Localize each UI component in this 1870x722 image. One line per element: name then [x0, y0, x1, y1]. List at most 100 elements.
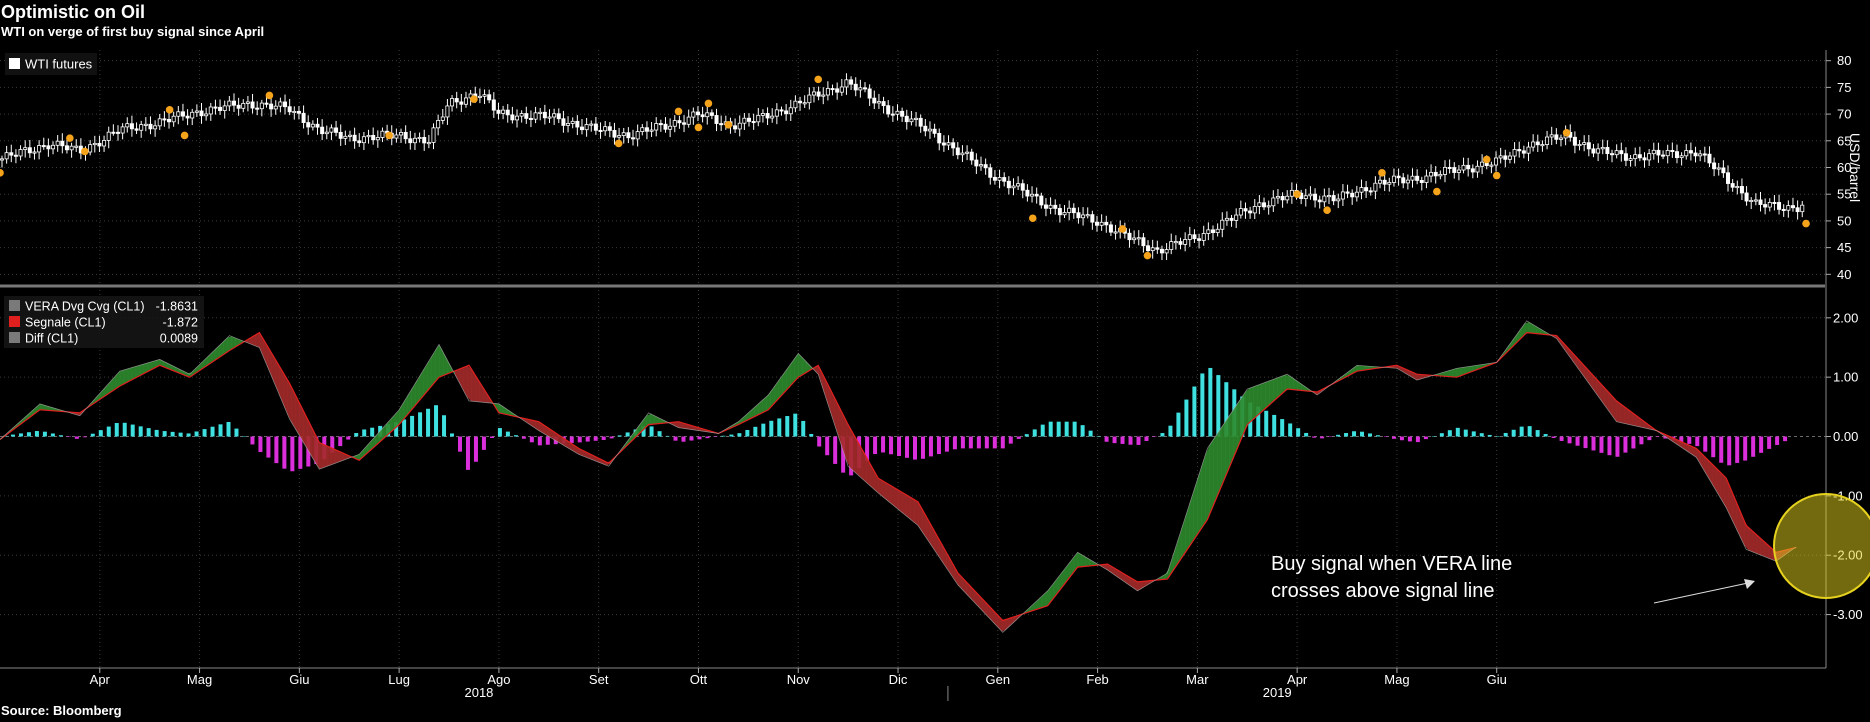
- histogram-bar-negative: [1383, 436, 1388, 438]
- signal-dot: [1433, 187, 1441, 196]
- vera-fill-segment: [1668, 435, 1673, 442]
- y-tick-label: 40: [1837, 267, 1851, 282]
- candle-body: [1322, 195, 1327, 203]
- vera-fill-segment: [1129, 577, 1134, 589]
- vera-fill-segment: [1644, 421, 1649, 429]
- vera-fill-segment: [1197, 467, 1202, 535]
- candle-body: [1656, 149, 1661, 156]
- candle-body: [1540, 144, 1545, 147]
- candle-body: [204, 113, 209, 117]
- histogram-bar-positive: [122, 422, 127, 437]
- vera-fill-segment: [1249, 386, 1254, 423]
- candle-body: [621, 132, 626, 136]
- candle-body: [403, 132, 408, 140]
- candle-body: [1712, 162, 1717, 170]
- candle-body: [1262, 202, 1267, 208]
- histogram-bar-negative: [1320, 436, 1325, 439]
- candle-body: [1438, 174, 1443, 177]
- price-legend-box: [5, 53, 97, 75]
- candle-body: [1016, 183, 1021, 187]
- vera-fill-segment: [1568, 348, 1573, 361]
- x-tick-label: Apr: [1287, 672, 1308, 687]
- vera-fill-segment: [223, 337, 228, 355]
- signal-dot: [165, 106, 174, 114]
- candle-body: [756, 114, 761, 123]
- histogram-bar-negative: [673, 436, 678, 441]
- candle-body: [1113, 231, 1118, 234]
- candle-body: [992, 176, 997, 181]
- vera-fill-segment: [439, 344, 444, 378]
- candle-body: [1391, 175, 1396, 183]
- candle-body: [357, 140, 362, 144]
- vera-fill-segment: [407, 390, 412, 416]
- candle-body: [1155, 247, 1160, 250]
- histogram-bar-positive: [729, 434, 734, 437]
- candle-body: [1081, 214, 1086, 219]
- candle-body: [1067, 207, 1072, 213]
- candle-body: [1684, 150, 1689, 157]
- histogram-bar-negative: [282, 436, 287, 469]
- vera-fill-segment: [1596, 379, 1601, 400]
- histogram-bar-positive: [769, 420, 774, 437]
- vera-fill-segment: [1620, 403, 1625, 424]
- candle-body: [171, 115, 176, 123]
- candle-body: [1336, 198, 1341, 202]
- histogram-bar-negative: [609, 436, 614, 439]
- histogram-bar-positive: [657, 431, 662, 437]
- histogram-bar-positive: [1352, 431, 1357, 437]
- candle-body: [737, 122, 742, 130]
- candle-body: [1749, 200, 1754, 203]
- histogram-bar-positive: [194, 431, 199, 437]
- signal-dot: [1378, 169, 1386, 177]
- candle-body: [1238, 208, 1243, 216]
- vera-fill-segment: [1396, 365, 1402, 371]
- histogram-bar-negative: [1735, 436, 1740, 463]
- histogram-bar-positive: [450, 433, 455, 437]
- histogram-bar-positive: [138, 426, 143, 437]
- histogram-bar-negative: [905, 436, 910, 458]
- candle-body: [784, 110, 789, 115]
- histogram-bar-positive: [505, 431, 510, 437]
- candle-body: [765, 113, 770, 119]
- histogram-bar-positive: [1519, 426, 1524, 437]
- histogram-bar-negative: [593, 436, 598, 441]
- candle-body: [607, 126, 612, 131]
- candle-body: [1735, 186, 1740, 189]
- candle-body: [37, 145, 42, 153]
- vera-fill-segment: [778, 375, 783, 399]
- candle-body: [1702, 153, 1707, 156]
- candle-body: [236, 104, 241, 109]
- candle-body: [742, 117, 747, 124]
- vera-fill-segment: [115, 371, 121, 389]
- histogram-bar-positive: [1304, 432, 1309, 437]
- vera-fill-segment: [1045, 588, 1051, 607]
- histogram-bar-positive: [90, 433, 95, 437]
- histogram-bar-positive: [362, 429, 367, 437]
- candle-body: [380, 130, 385, 138]
- candle-body: [1739, 186, 1744, 194]
- candle-body: [1243, 208, 1248, 212]
- candle-body: [1494, 157, 1499, 166]
- vera-fill-segment: [275, 359, 280, 395]
- vera-fill-segment: [111, 375, 117, 392]
- candle-body: [654, 123, 659, 131]
- candle-body: [1521, 150, 1526, 154]
- histogram-bar-negative: [1559, 436, 1564, 441]
- candle-body: [733, 125, 738, 130]
- vera-fill-segment: [1700, 452, 1705, 471]
- histogram-bar-positive: [745, 429, 750, 437]
- candle-body: [1229, 217, 1234, 221]
- vera-fill-segment: [307, 418, 312, 456]
- vera-fill-segment: [131, 366, 137, 380]
- candle-body: [1767, 201, 1772, 208]
- candle-body: [1679, 155, 1684, 159]
- candle-body: [1266, 205, 1271, 208]
- vera-fill-segment: [1185, 504, 1190, 553]
- y-tick-label: 65: [1837, 133, 1851, 148]
- candle-body: [1688, 150, 1693, 154]
- candle-body: [835, 88, 840, 93]
- vera-fill-segment: [1257, 383, 1262, 416]
- x-tick-label: Ott: [690, 672, 708, 687]
- histogram-bar-negative: [1016, 436, 1021, 439]
- candle-body: [1271, 197, 1276, 207]
